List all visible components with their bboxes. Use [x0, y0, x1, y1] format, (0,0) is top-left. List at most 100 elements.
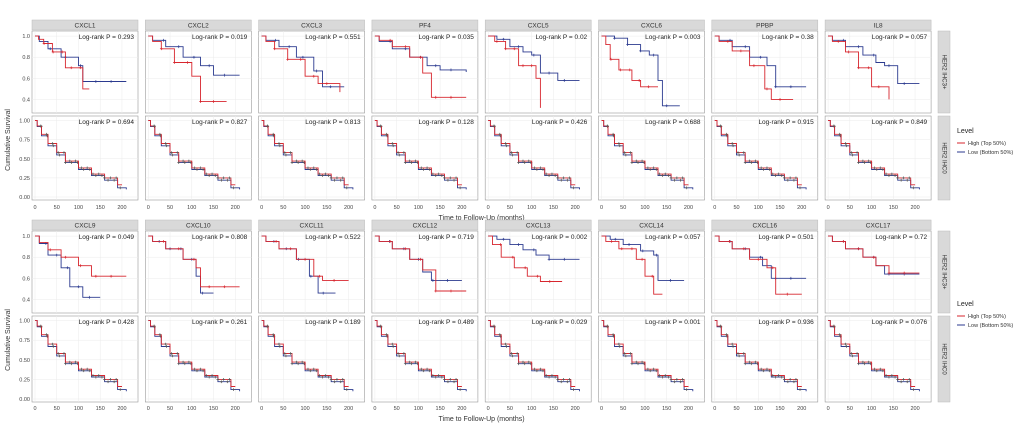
censor-mark [771, 374, 775, 377]
x-tick-label: 200 [797, 205, 806, 211]
censor-mark [527, 360, 531, 364]
censor-mark [199, 100, 202, 103]
censor-mark [753, 360, 757, 364]
censor-mark [88, 369, 92, 373]
censor-mark [504, 142, 507, 145]
censor-mark [660, 375, 664, 379]
censor-mark [57, 153, 61, 157]
censor-mark [654, 369, 658, 373]
x-tick-label: 150 [436, 406, 445, 412]
censor-mark [788, 377, 792, 381]
panel-frame [145, 315, 252, 403]
censor-mark [79, 64, 83, 68]
x-tick-label: 50 [167, 406, 173, 412]
censor-mark [425, 166, 429, 170]
censor-mark [685, 388, 689, 391]
pvalue-label: Log-rank P = 0.057 [872, 34, 928, 41]
censor-mark [782, 176, 786, 180]
legend-label: High (Top 50%) [968, 141, 1006, 147]
pvalue-label: Log-rank P = 0.489 [419, 319, 475, 326]
censor-mark [428, 168, 432, 171]
censor-mark [226, 380, 229, 384]
censor-mark [216, 377, 220, 381]
x-tick-label: 100 [527, 205, 536, 211]
censor-mark [186, 61, 189, 64]
censor-mark [636, 362, 640, 366]
censor-mark [60, 50, 64, 54]
censor-mark [902, 271, 906, 275]
censor-mark [502, 237, 505, 241]
x-tick-label: 50 [847, 205, 853, 211]
x-tick-label: 150 [209, 406, 218, 412]
censor-mark [452, 380, 456, 384]
censor-mark [857, 45, 860, 49]
pvalue-label: Log-rank P = 0.019 [192, 34, 248, 41]
censor-mark [64, 362, 67, 366]
censor-mark [181, 360, 185, 364]
censor-mark [654, 168, 658, 171]
censor-mark [736, 352, 740, 355]
censor-mark [523, 266, 527, 270]
censor-mark [881, 168, 885, 171]
censor-mark [207, 375, 211, 379]
censor-mark [162, 38, 165, 42]
x-tick-label: 0 [373, 406, 376, 412]
x-tick-label: 150 [436, 205, 445, 211]
censor-mark [673, 178, 676, 182]
censor-mark [51, 50, 55, 54]
censor-mark [605, 124, 609, 128]
censor-mark [762, 168, 765, 171]
censor-mark [329, 85, 332, 89]
pvalue-label: Log-rank P = 0.688 [645, 119, 701, 126]
km-curve-high [261, 235, 349, 281]
censor-mark [204, 374, 208, 377]
censor-mark [192, 55, 196, 59]
censor-mark [388, 239, 392, 243]
censor-mark [165, 144, 168, 148]
censor-mark [159, 47, 163, 51]
y-tick-label: 0.50 [19, 358, 30, 364]
censor-mark [181, 159, 185, 163]
censor-mark [742, 352, 746, 355]
censor-mark [70, 362, 73, 366]
gene-strip-label: CXCL3 [301, 23, 322, 30]
censor-mark [748, 159, 751, 163]
censor-mark [893, 174, 897, 177]
censor-mark [177, 161, 181, 164]
censor-mark [312, 166, 316, 170]
censor-mark [171, 153, 175, 157]
censor-mark [515, 352, 519, 355]
x-tick-label: 50 [733, 205, 739, 211]
panel-frame [371, 315, 479, 403]
censor-mark [449, 289, 453, 293]
gene-strip [598, 19, 705, 31]
censor-mark [504, 342, 507, 346]
gene-strip [711, 19, 819, 31]
censor-mark [675, 377, 679, 381]
censor-mark [64, 161, 67, 164]
panel-frame [598, 315, 705, 403]
x-tick-label: 200 [571, 406, 580, 412]
pvalue-label: Log-rank P = 0.076 [872, 319, 928, 326]
gene-strip [484, 19, 592, 31]
gene-strip-label: CXCL16 [753, 223, 778, 230]
censor-mark [890, 374, 894, 377]
gene-strip-label: PPBP [756, 23, 773, 30]
x-tick-label: 200 [457, 406, 466, 412]
censor-mark [765, 87, 769, 91]
x-tick-label: 50 [507, 205, 513, 211]
panel-frame [598, 115, 705, 201]
censor-mark [782, 377, 786, 381]
censor-mark [492, 324, 496, 328]
censor-mark [902, 176, 905, 180]
panel-frame [824, 115, 932, 201]
x-tick-label: 0 [713, 406, 716, 412]
censor-mark [559, 178, 563, 182]
x-tick-label: 200 [231, 205, 240, 211]
x-tick-label: 0 [487, 406, 490, 412]
censor-mark [789, 85, 793, 89]
censor-mark [629, 352, 632, 355]
censor-mark [731, 345, 735, 348]
censor-mark [100, 174, 104, 177]
censor-mark [556, 176, 560, 180]
